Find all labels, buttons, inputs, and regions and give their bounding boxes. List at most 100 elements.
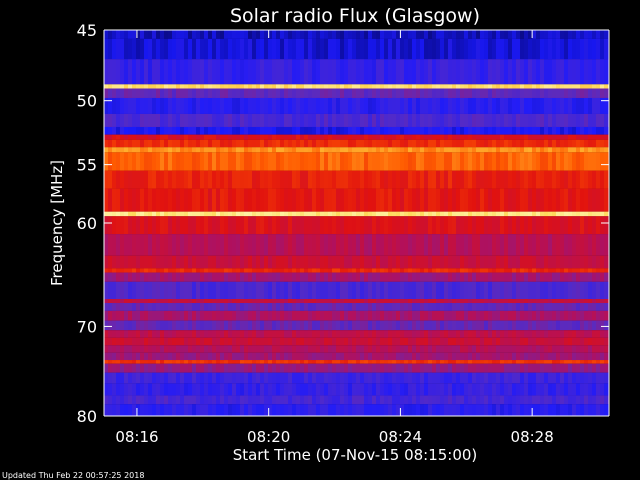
heatmap-cell	[244, 188, 248, 212]
heatmap-cell	[512, 268, 516, 273]
heatmap-cell	[200, 281, 204, 300]
heatmap-cell	[408, 188, 412, 212]
heatmap-cell	[508, 352, 512, 361]
heatmap-cell	[360, 188, 364, 212]
heatmap-cell	[488, 255, 492, 269]
heatmap-band	[104, 152, 609, 171]
heatmap-cell	[300, 363, 304, 373]
heatmap-cell	[520, 211, 524, 217]
heatmap-cell	[580, 59, 584, 85]
heatmap-cell	[364, 330, 368, 338]
heatmap-band	[104, 395, 609, 405]
heatmap-cell	[448, 395, 452, 405]
heatmap-cell	[308, 383, 312, 396]
heatmap-cell	[560, 59, 564, 85]
heatmap-cell	[344, 134, 348, 140]
heatmap-cell	[416, 216, 420, 235]
heatmap-cell	[212, 395, 216, 405]
heatmap-cell	[320, 345, 324, 353]
heatmap-cell	[152, 88, 156, 98]
heatmap-cell	[232, 59, 236, 85]
heatmap-cell	[268, 170, 272, 189]
heatmap-cell	[244, 170, 248, 189]
heatmap-cell	[396, 97, 400, 114]
heatmap-cell	[500, 345, 504, 353]
heatmap-cell	[504, 404, 508, 416]
heatmap-cell	[596, 113, 600, 127]
heatmap-cell	[236, 272, 240, 282]
heatmap-cell	[304, 330, 308, 338]
heatmap-cell	[180, 134, 184, 140]
heatmap-cell	[564, 147, 568, 153]
heatmap-cell	[356, 320, 360, 331]
heatmap-cell	[260, 363, 264, 373]
heatmap-cell	[152, 268, 156, 273]
heatmap-cell	[260, 188, 264, 212]
heatmap-cell	[560, 147, 564, 153]
heatmap-cell	[372, 59, 376, 85]
heatmap-cell	[256, 383, 260, 396]
heatmap-cell	[244, 234, 248, 256]
heatmap-cell	[388, 97, 392, 114]
heatmap-cell	[524, 152, 528, 171]
heatmap-cell	[468, 147, 472, 153]
heatmap-cell	[540, 383, 544, 396]
heatmap-cell	[544, 188, 548, 212]
heatmap-cell	[160, 188, 164, 212]
heatmap-cell	[324, 310, 328, 321]
heatmap-cell	[308, 152, 312, 171]
heatmap-cell	[328, 84, 332, 89]
heatmap-cell	[596, 255, 600, 269]
heatmap-cell	[172, 188, 176, 212]
heatmap-cell	[204, 360, 208, 364]
heatmap-cell	[204, 299, 208, 304]
heatmap-cell	[184, 281, 188, 300]
heatmap-cell	[168, 383, 172, 396]
heatmap-cell	[264, 395, 268, 405]
heatmap-cell	[592, 345, 596, 353]
heatmap-cell	[164, 337, 168, 346]
heatmap-cell	[444, 360, 448, 364]
heatmap-cell	[324, 97, 328, 114]
heatmap-cell	[600, 337, 604, 346]
heatmap-cell	[108, 255, 112, 269]
heatmap-cell	[280, 255, 284, 269]
heatmap-cell	[256, 126, 260, 135]
heatmap-cell	[232, 147, 236, 153]
heatmap-cell	[440, 272, 444, 282]
heatmap-cell	[288, 255, 292, 269]
heatmap-cell	[136, 272, 140, 282]
heatmap-cell	[444, 211, 448, 217]
heatmap-cell	[384, 363, 388, 373]
heatmap-cell	[236, 337, 240, 346]
heatmap-cell	[284, 281, 288, 300]
heatmap-cell	[344, 152, 348, 171]
heatmap-cell	[260, 310, 264, 321]
heatmap-band	[104, 272, 609, 282]
heatmap-cell	[436, 345, 440, 353]
heatmap-cell	[392, 330, 396, 338]
heatmap-cell	[196, 268, 200, 273]
heatmap-cell	[440, 113, 444, 127]
heatmap-cell	[152, 320, 156, 331]
heatmap-cell	[348, 152, 352, 171]
heatmap-cell	[332, 255, 336, 269]
heatmap-cell	[284, 147, 288, 153]
heatmap-cell	[356, 395, 360, 405]
heatmap-cell	[228, 372, 232, 384]
heatmap-cell	[404, 84, 408, 89]
heatmap-cell	[144, 395, 148, 405]
heatmap-cell	[256, 281, 260, 300]
heatmap-cell	[120, 84, 124, 89]
heatmap-cell	[188, 139, 192, 148]
heatmap-cell	[320, 38, 324, 60]
heatmap-cell	[472, 360, 476, 364]
heatmap-cell	[168, 84, 172, 89]
heatmap-cell	[600, 134, 604, 140]
heatmap-cell	[180, 395, 184, 405]
heatmap-band	[104, 337, 609, 346]
heatmap-cell	[404, 352, 408, 361]
heatmap-cell	[568, 134, 572, 140]
heatmap-cell	[324, 303, 328, 311]
heatmap-cell	[176, 84, 180, 89]
